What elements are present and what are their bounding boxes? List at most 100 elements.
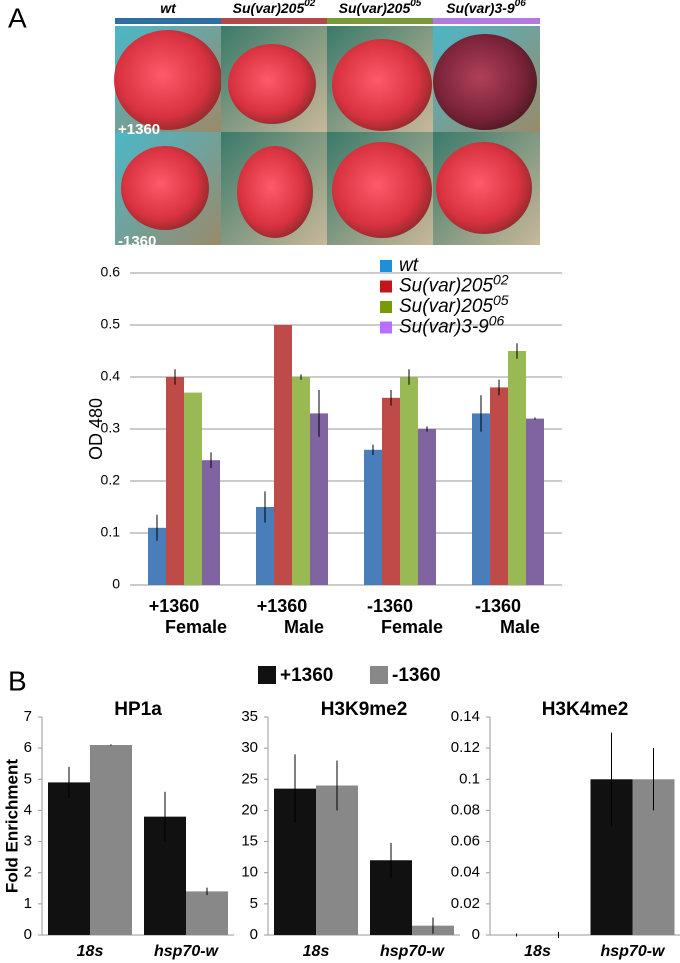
photo-grid: +1360 -1360 [114,18,540,250]
row-label: +1360 [118,121,160,138]
legend-label: -1360 [392,665,441,686]
x-tick-label: -1360 [475,596,521,616]
x-tick-label: hsp70-w [600,943,666,960]
eye [114,30,222,130]
y-tick-label: 1 [24,895,32,912]
y-axis-label: Fold Enrichment [2,759,21,893]
bar [310,413,328,585]
bar [148,527,166,585]
bar [490,387,508,585]
y-tick-label: 0.04 [451,864,480,881]
chart-title: H3K9me2 [321,699,408,720]
eye [228,44,316,124]
y-tick-label: 0.4 [101,368,121,384]
y-tick-label: 5 [250,895,258,912]
x-tick-label: +1360 [149,596,200,616]
eye [332,142,432,238]
legend-swatch [370,666,388,684]
genotype-bar [221,18,327,24]
y-tick-label: 0 [24,926,32,943]
y-tick-label: 0.3 [101,420,121,436]
y-tick-label: 0.06 [451,833,480,850]
bar [472,413,490,585]
x-tick-label: Female [165,617,227,637]
name-text: Su(var)205 [399,296,493,317]
eye [433,34,537,130]
bar [364,449,382,585]
bar [90,745,132,935]
bar [418,429,436,585]
bar [274,325,292,585]
y-tick-label: 0 [472,926,480,943]
name-text: Su(var)3-9 [399,317,489,338]
y-tick-label: 5 [24,770,32,787]
panel-label: B [8,665,27,696]
x-tick-label: Female [381,617,443,637]
genotype-bar [115,18,221,24]
y-tick-label: 0.2 [101,472,121,488]
row-label: -1360 [118,233,156,250]
column-label: Su(var)20505 [339,0,422,16]
name-superscript: 05 [410,0,422,9]
y-tick-label: 0.5 [101,316,121,332]
bar [48,782,90,935]
bar [186,891,228,935]
eye [436,142,532,234]
bar [400,377,418,585]
name-text: Su(var)205 [233,0,305,16]
y-tick-label: 0.08 [451,801,480,818]
name-superscript: 05 [493,292,509,308]
bar [382,397,400,585]
y-tick-label: 25 [241,770,258,787]
name-superscript: 02 [493,271,509,287]
column-label: Su(var)20502 [233,0,316,16]
legend-label: wt [399,255,419,276]
bar [526,418,544,585]
legend-swatch [380,321,392,334]
y-tick-label: 0.1 [459,770,480,787]
legend-label: Su(var)3-906 [399,312,505,337]
y-tick-label: 2 [24,864,32,881]
name-text: Su(var)3-9 [446,0,515,16]
y-tick-label: 10 [241,864,258,881]
eye [237,146,313,238]
y-tick-label: 20 [241,801,258,818]
column-label: wt [160,0,177,16]
legend-label: Su(var)20502 [399,271,509,296]
panel-label: A [8,2,27,33]
legend-swatch [258,666,276,684]
bar [508,351,526,585]
y-tick-label: 0.6 [101,264,121,280]
bar [184,392,202,585]
bar [166,377,184,585]
legend-swatch [380,260,392,272]
x-tick-label: hsp70-w [154,943,220,960]
legend-swatch [380,301,392,313]
genotype-bar [433,18,540,24]
y-tick-label: 3 [24,833,32,850]
chart-title: H3K4me2 [542,699,629,720]
legend-label: +1360 [280,665,333,686]
eye [121,146,209,230]
name-superscript: 02 [304,0,316,9]
y-tick-label: 0.02 [451,895,480,912]
legend-swatch [380,280,392,293]
x-tick-label: Male [500,617,540,637]
y-tick-label: 4 [24,801,32,818]
x-tick-label: +1360 [257,596,308,616]
name-text: Su(var)205 [399,276,493,297]
y-axis-label: OD 480 [86,398,106,460]
y-tick-label: 0 [112,576,120,592]
y-tick-label: 15 [241,833,258,850]
name-superscript: 06 [515,0,527,9]
y-tick-label: 6 [24,739,32,756]
legend-label: Su(var)20505 [399,292,509,317]
chart-title: HP1a [114,699,162,720]
name-superscript: 06 [489,312,505,328]
name-text: wt [399,255,419,276]
name-text: wt [160,0,177,16]
y-tick-label: 0.1 [101,524,121,540]
y-tick-label: 0.14 [451,708,480,725]
